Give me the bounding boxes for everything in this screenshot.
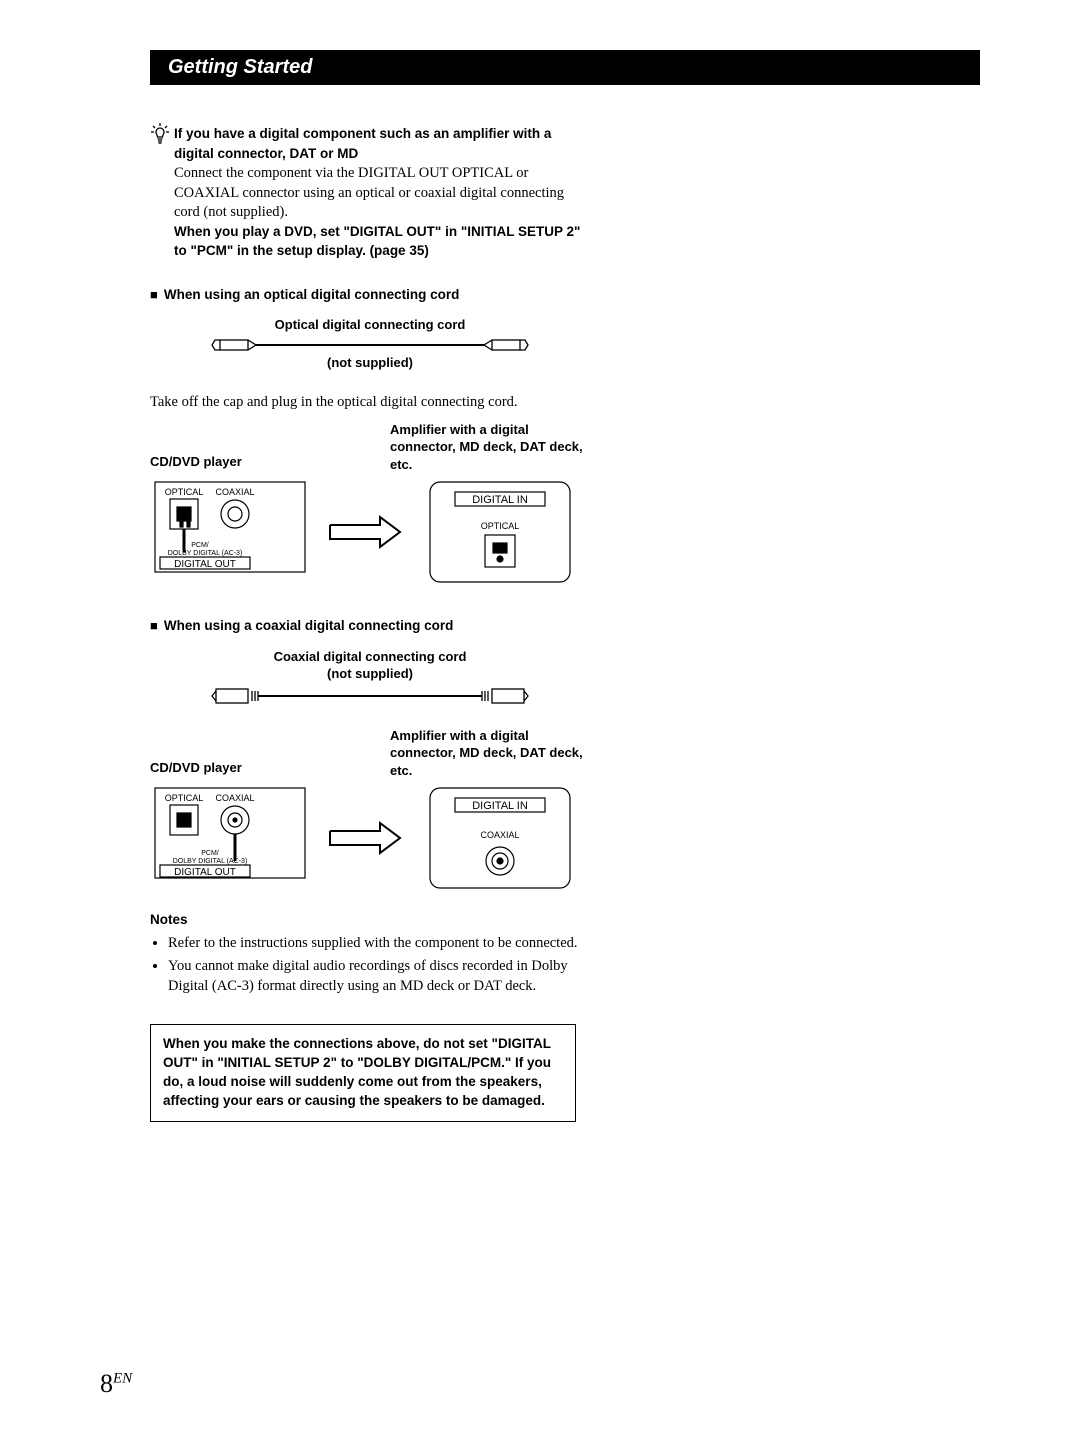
svg-text:DOLBY DIGITAL (AC-3): DOLBY DIGITAL (AC-3) — [168, 550, 243, 557]
opt-port-optical-label: OPTICAL — [165, 487, 204, 497]
optical-not-supplied: (not supplied) — [327, 355, 413, 370]
warning-box: When you make the connections above, do … — [150, 1024, 576, 1122]
tip-heading: If you have a digital component such as … — [174, 126, 551, 161]
optical-connection-diagram: OPTICAL COAXIAL PCM/ DOLBY DIGITAL (AC-3… — [150, 477, 590, 587]
coax-cord-diagram — [210, 685, 530, 707]
optical-subhead: ■ When using an optical digital connectin… — [150, 286, 590, 304]
square-bullet-icon: ■ — [150, 287, 158, 302]
warning-text: When you make the connections above, do … — [163, 1036, 551, 1108]
opt-digital-in-label: DIGITAL IN — [472, 494, 528, 506]
tip-text-wrap: If you have a digital component such as … — [174, 125, 590, 262]
svg-text:PCM/: PCM/ — [191, 542, 209, 549]
section-header-text: Getting Started — [168, 56, 312, 78]
optical-subhead-text: When using an optical digital connecting… — [164, 287, 460, 302]
section-header: Getting Started — [150, 50, 980, 85]
note-item: You cannot make digital audio recordings… — [168, 957, 590, 996]
tip-block: If you have a digital component such as … — [150, 125, 590, 262]
tip-icon — [150, 123, 170, 153]
coax-cord-label-wrap: Coaxial digital connecting cord (not sup… — [150, 648, 590, 707]
tip-instruction: When you play a DVD, set "DIGITAL OUT" i… — [174, 224, 580, 259]
page-number: 8EN — [100, 1369, 132, 1399]
optical-cord-label-wrap: Optical digital connecting cord (not sup… — [150, 316, 590, 371]
coax-not-supplied: (not supplied) — [327, 666, 413, 681]
optical-right-label: Amplifier with a digital connector, MD d… — [390, 421, 590, 474]
optical-left-label: CD/DVD player — [150, 421, 310, 474]
coax-left-label: CD/DVD player — [150, 727, 310, 780]
content-column: If you have a digital component such as … — [150, 125, 590, 1122]
notes-list: Refer to the instructions supplied with … — [150, 934, 590, 997]
optical-cord-diagram — [210, 336, 530, 354]
coax-cord-label: Coaxial digital connecting cord — [274, 649, 467, 664]
coax-right-label: Amplifier with a digital connector, MD d… — [390, 727, 590, 780]
page-number-suffix: EN — [113, 1370, 132, 1386]
svg-text:PCM/: PCM/ — [201, 850, 219, 857]
coax-subhead-text: When using a coaxial digital connecting … — [164, 618, 454, 633]
note-item: Refer to the instructions supplied with … — [168, 934, 590, 954]
coax-connection-diagram: OPTICAL COAXIAL PCM/ DOLBY DIGITAL (AC-3… — [150, 783, 590, 893]
svg-text:DIGITAL IN: DIGITAL IN — [472, 800, 528, 812]
svg-text:OPTICAL: OPTICAL — [165, 793, 204, 803]
tip-body: Connect the component via the DIGITAL OU… — [174, 165, 564, 220]
square-bullet-icon: ■ — [150, 618, 158, 633]
coax-diagram-labels: CD/DVD player Amplifier with a digital c… — [150, 727, 590, 780]
svg-text:COAXIAL: COAXIAL — [480, 830, 519, 840]
opt-port-coaxial-label: COAXIAL — [215, 487, 254, 497]
opt-right-optical-label: OPTICAL — [481, 521, 520, 531]
optical-take-off: Take off the cap and plug in the optical… — [150, 393, 590, 413]
page-number-value: 8 — [100, 1369, 113, 1398]
optical-cord-label: Optical digital connecting cord — [275, 317, 466, 332]
opt-digital-out-label: DIGITAL OUT — [174, 559, 236, 570]
svg-text:COAXIAL: COAXIAL — [215, 793, 254, 803]
coax-subhead: ■ When using a coaxial digital connecting… — [150, 617, 590, 635]
notes-heading: Notes — [150, 911, 590, 929]
page-root: Getting Started — [0, 0, 1080, 1122]
optical-diagram-labels: CD/DVD player Amplifier with a digital c… — [150, 421, 590, 474]
svg-text:DIGITAL OUT: DIGITAL OUT — [174, 867, 236, 878]
